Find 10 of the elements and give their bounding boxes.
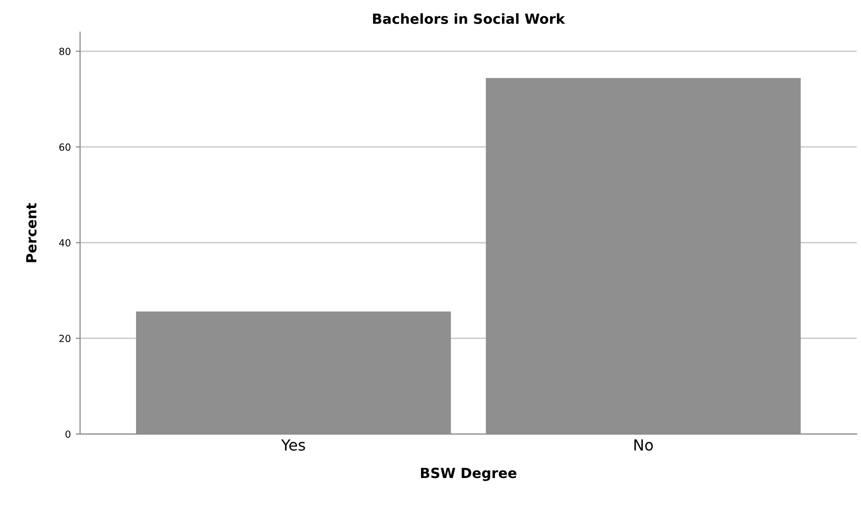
x-axis-title: BSW Degree [421,468,516,481]
y-tick-label: 40 [59,239,70,246]
x-tick-label: No [634,439,653,451]
y-tick-label: 0 [66,430,70,438]
chart-title: Bachelors in Social Work [373,13,566,24]
y-tick-label: 80 [59,48,70,56]
x-tick-label: Yes [281,439,306,451]
y-axis-title: Percent [26,203,37,262]
y-tick-label: 20 [59,334,70,342]
y-tick-label: 60 [59,143,70,151]
